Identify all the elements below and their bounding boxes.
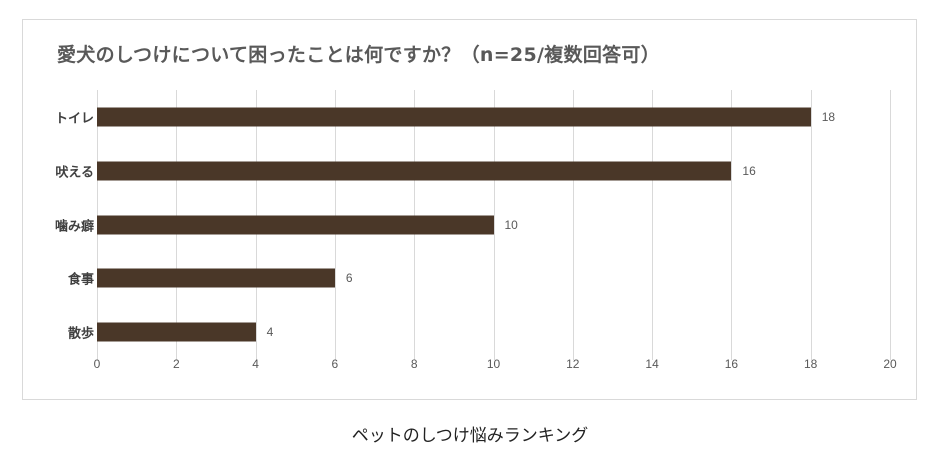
x-tick-label: 14	[645, 357, 659, 371]
gridline	[810, 90, 812, 360]
data-label: 16	[742, 164, 756, 178]
bar	[97, 268, 335, 288]
category-label: トイレ	[54, 111, 94, 127]
x-tick-label: 4	[252, 357, 259, 371]
x-tick-label: 16	[724, 357, 739, 371]
gridline	[890, 90, 891, 360]
chart-title: 愛犬のしつけについて困ったことは何ですか？（n=25/複数回答可）	[57, 44, 661, 66]
x-tick-label: 10	[486, 357, 501, 371]
chart-frame: 愛犬のしつけについて困ったことは何ですか？（n=25/複数回答可）	[22, 19, 917, 400]
data-label: 6	[345, 271, 353, 285]
x-tick-label: 8	[410, 357, 418, 371]
category-label: 噛み癖	[54, 219, 94, 235]
gridline	[652, 90, 654, 360]
gridline	[572, 90, 574, 360]
gridline	[493, 90, 495, 360]
category-label: 食事	[67, 272, 94, 288]
bar	[97, 107, 811, 127]
data-label: 4	[266, 325, 274, 339]
category-label: 散歩	[67, 326, 94, 342]
bar	[97, 161, 732, 181]
data-label: 10	[504, 218, 518, 232]
figure-caption: ペットのしつけ悩みランキング	[351, 426, 589, 446]
x-tick-label: 20	[883, 357, 897, 371]
gridline	[731, 90, 733, 360]
category-label: 吠える	[55, 165, 94, 181]
x-tick-label: 2	[172, 357, 180, 371]
bar	[97, 215, 494, 235]
x-tick-label: 0	[93, 357, 101, 371]
bar	[97, 322, 256, 342]
data-label: 18	[821, 110, 836, 124]
x-tick-label: 12	[566, 357, 580, 371]
x-tick-label: 6	[331, 357, 339, 371]
x-tick-label: 18	[804, 357, 818, 371]
